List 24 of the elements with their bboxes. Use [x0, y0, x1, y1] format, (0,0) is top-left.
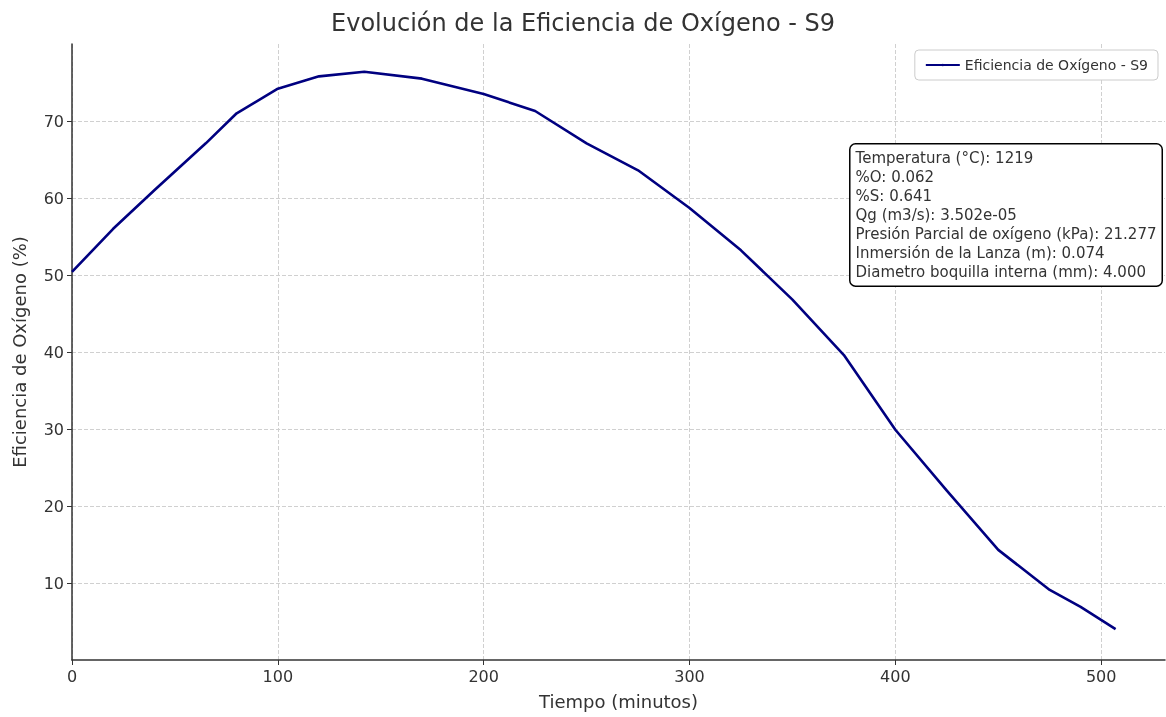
annotation: Presión Parcial de oxígeno (kPa): 21.277 — [855, 225, 1157, 243]
annotation: Temperatura (°C): 1219 — [854, 149, 1034, 167]
annotation: %S: 0.641 — [855, 187, 933, 205]
annotation: Diametro boquilla interna (mm): 4.000 — [855, 263, 1146, 281]
x-tick-label: 300 — [674, 666, 705, 686]
y-tick-label: 70 — [43, 111, 64, 131]
chart-title: Evolución de la Eficiencia de Oxígeno - S9 — [331, 9, 835, 37]
y-tick-label: 10 — [43, 573, 64, 593]
legend-label: Eficiencia de Oxígeno - S9 — [964, 57, 1148, 73]
x-axis-title: Tiempo (minutos) — [537, 690, 699, 712]
y-tick-label: 30 — [43, 419, 64, 439]
x-tick-label: 200 — [468, 666, 499, 686]
annotation: Inmersión de la Lanza (m): 0.074 — [855, 244, 1105, 262]
annotation: Qg (m3/s): 3.502e-05 — [855, 206, 1017, 224]
y-tick-label: 50 — [43, 265, 64, 285]
y-axis-title: Eficiencia de Oxígeno (%) — [8, 236, 30, 468]
y-tick-label: 40 — [43, 342, 64, 362]
x-tick-label: 100 — [262, 666, 294, 686]
annotation: %O: 0.062 — [855, 168, 935, 186]
x-tick-label: 500 — [1085, 666, 1117, 686]
x-tick-label: 0 — [66, 666, 78, 686]
y-tick-label: 20 — [43, 496, 64, 516]
x-tick-label: 400 — [880, 666, 911, 686]
y-tick-label: 60 — [43, 188, 64, 208]
